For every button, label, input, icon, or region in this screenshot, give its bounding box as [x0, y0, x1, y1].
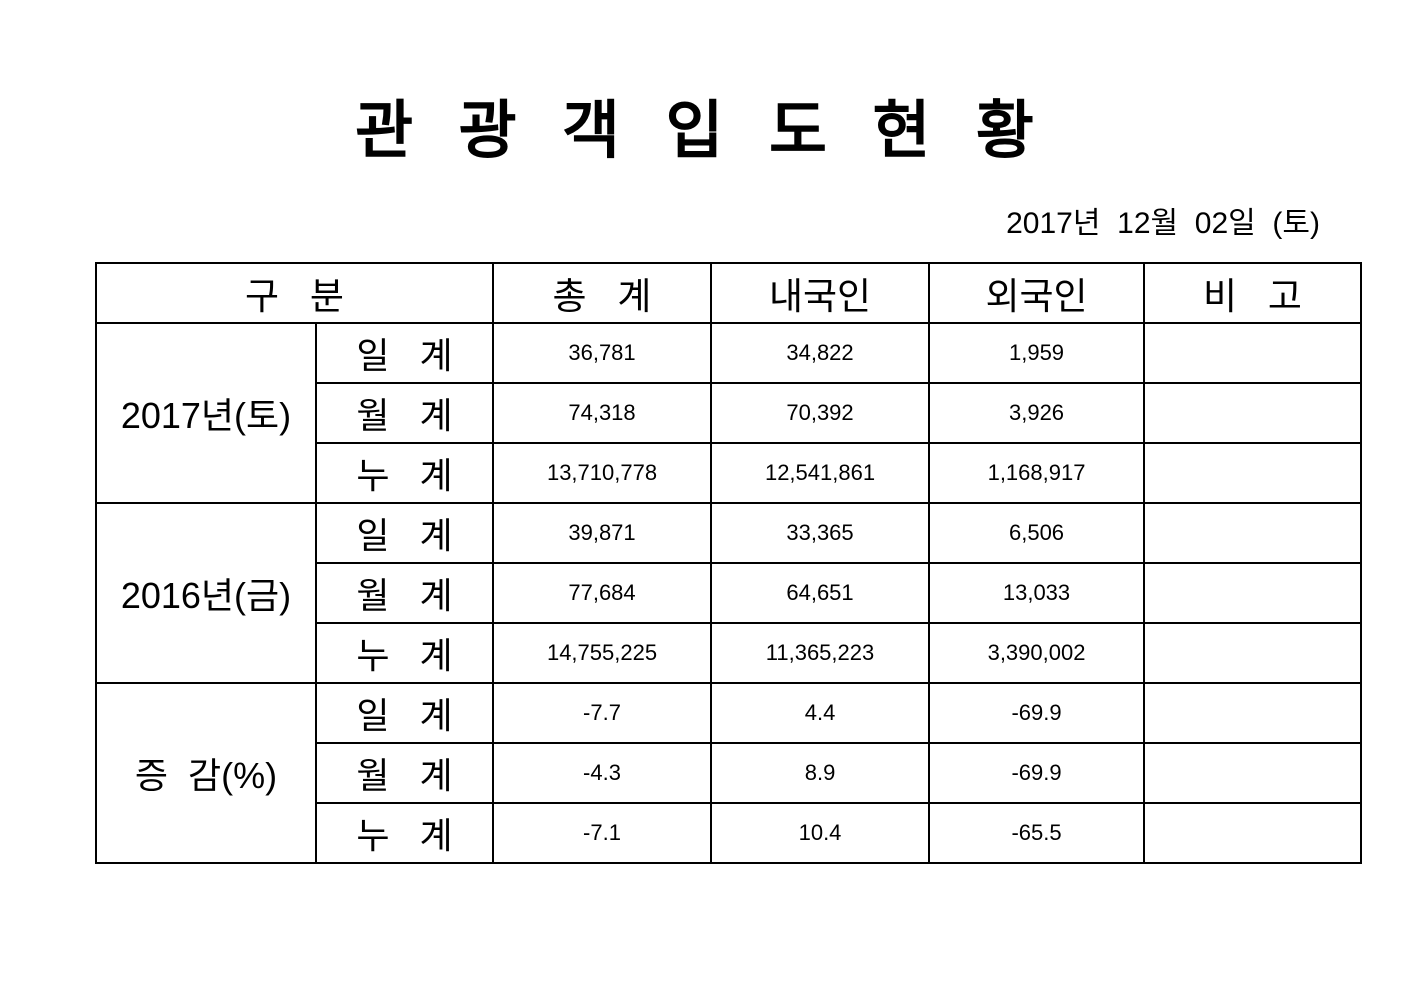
cell-note [1143, 802, 1363, 864]
row-label-daily: 일 계 [314, 502, 495, 564]
cell-note [1143, 322, 1363, 384]
cell-total: -7.7 [492, 682, 713, 744]
cell-note [1143, 562, 1363, 624]
table-row: 누 계 13,710,778 12,541,861 1,168,917 [96, 442, 1363, 504]
row-label-daily: 일 계 [314, 322, 495, 384]
cell-foreign: -69.9 [928, 682, 1146, 744]
table-row: 누 계 14,755,225 11,365,223 3,390,002 [96, 622, 1363, 684]
cell-domestic: 4.4 [710, 682, 931, 744]
row-label-monthly: 월 계 [314, 382, 495, 444]
table-row: 증 감(%) 일 계 -7.7 4.4 -69.9 [95, 682, 1363, 864]
cell-total: -7.1 [492, 802, 713, 864]
group-label-2016: 2016년(금) [95, 502, 317, 684]
cell-total: 13,710,778 [492, 442, 713, 504]
group-label-2017: 2017년(토) [95, 322, 317, 504]
cell-note [1143, 502, 1363, 564]
cell-domestic: 64,651 [710, 562, 931, 624]
row-label-cumulative: 누 계 [314, 622, 495, 684]
table-row: 월 계 -4.3 8.9 -69.9 [96, 742, 1363, 804]
cell-note [1143, 382, 1363, 444]
cell-foreign: 1,959 [928, 322, 1146, 384]
header-total: 총 계 [492, 262, 713, 324]
cell-foreign: -65.5 [928, 802, 1146, 864]
cell-domestic: 11,365,223 [710, 622, 931, 684]
cell-domestic: 70,392 [710, 382, 931, 444]
cell-total: 39,871 [492, 502, 713, 564]
cell-note [1143, 682, 1363, 744]
cell-domestic: 10.4 [710, 802, 931, 864]
group-label-change: 증 감(%) [95, 682, 317, 864]
cell-foreign: 1,168,917 [928, 442, 1146, 504]
cell-domestic: 12,541,861 [710, 442, 931, 504]
cell-total: 14,755,225 [492, 622, 713, 684]
header-foreign: 외국인 [928, 262, 1146, 324]
row-label-cumulative: 누 계 [314, 442, 495, 504]
cell-foreign: 6,506 [928, 502, 1146, 564]
table-row: 누 계 -7.1 10.4 -65.5 [96, 802, 1363, 864]
table-row: 월 계 74,318 70,392 3,926 [96, 382, 1363, 444]
cell-domestic: 33,365 [710, 502, 931, 564]
cell-foreign: -69.9 [928, 742, 1146, 804]
cell-note [1143, 742, 1363, 804]
cell-note [1143, 622, 1363, 684]
cell-foreign: 3,926 [928, 382, 1146, 444]
cell-foreign: 13,033 [928, 562, 1146, 624]
table-row: 2017년(토) 일 계 36,781 34,822 1,959 [95, 322, 1363, 504]
cell-foreign: 3,390,002 [928, 622, 1146, 684]
cell-total: 77,684 [492, 562, 713, 624]
row-label-cumulative: 누 계 [314, 802, 495, 864]
report-date: 2017년 12월 02일 (토) [1006, 207, 1320, 240]
tourist-arrival-table: 구 분 총 계 내국인 외국인 비 고 2017년(토) 일 계 36,781 … [94, 262, 1363, 864]
row-label-monthly: 월 계 [314, 742, 495, 804]
cell-note [1143, 442, 1363, 504]
table-row: 월 계 77,684 64,651 13,033 [96, 562, 1363, 624]
cell-domestic: 8.9 [710, 742, 931, 804]
cell-domestic: 34,822 [710, 322, 931, 384]
header-category: 구 분 [94, 262, 495, 324]
cell-total: 74,318 [492, 382, 713, 444]
cell-total: 36,781 [492, 322, 713, 384]
row-label-monthly: 월 계 [314, 562, 495, 624]
page-title: 관 광 객 입 도 현 황 [355, 96, 1048, 166]
header-domestic: 내국인 [710, 262, 931, 324]
table-row: 2016년(금) 일 계 39,871 33,365 6,506 [95, 502, 1363, 684]
table-header-row: 구 분 총 계 내국인 외국인 비 고 [94, 262, 1363, 324]
header-note: 비 고 [1143, 262, 1363, 324]
cell-total: -4.3 [492, 742, 713, 804]
row-label-daily: 일 계 [314, 682, 495, 744]
